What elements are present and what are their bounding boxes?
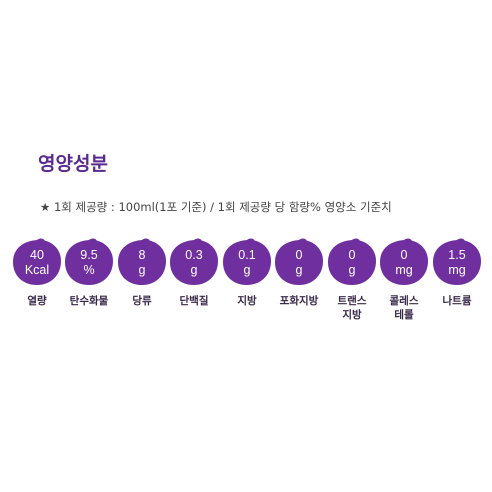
serving-note: ★ 1회 제공량 : 100ml(1포 기준) / 1회 제공량 당 함량% 영… — [40, 200, 392, 214]
nutrient-label-line2: 테롤 — [394, 309, 414, 321]
nutrient-label: 당류 — [132, 295, 152, 307]
grape-blob-icon — [328, 238, 376, 285]
nutrient-item-trans-fat: 0 g 트랜스 지방 — [326, 237, 378, 322]
nutrient-value: 0 — [295, 248, 303, 262]
nutrient-unit: Kcal — [24, 263, 50, 277]
nutrient-label-line2: 지방 — [342, 309, 362, 321]
nutrient-label: 탄수화물 — [69, 295, 109, 307]
grape-blob-icon — [118, 238, 166, 285]
nutrient-unit: g — [243, 263, 251, 277]
grape-blob-icon — [380, 238, 428, 285]
nutrient-item-sugars: 8 g 당류 — [116, 237, 168, 308]
nutrient-label: 콜레스 — [389, 295, 419, 307]
grape-blob-icon — [13, 238, 61, 285]
nutrient-unit: g — [295, 263, 303, 277]
nutrient-label: 지방 — [237, 295, 257, 307]
nutrient-unit: mg — [448, 263, 466, 277]
nutrient-item-saturated-fat: 0 g 포화지방 — [273, 237, 325, 308]
nutrient-unit: g — [138, 263, 146, 277]
nutrient-unit: % — [83, 263, 95, 277]
nutrient-label: 트랜스 — [337, 295, 367, 307]
grape-blob-icon — [433, 238, 481, 285]
nutrient-value: 0 — [348, 248, 356, 262]
nutrient-label: 단백질 — [179, 295, 209, 307]
grape-badge: 0 g — [273, 237, 325, 287]
grape-badge: 40 Kcal — [11, 237, 63, 287]
nutrient-label: 나트륨 — [442, 295, 472, 307]
nutrient-item-cholesterol: 0 mg 콜레스 테롤 — [378, 237, 430, 322]
grape-blob-icon — [223, 238, 271, 285]
grape-blob-icon — [65, 238, 113, 285]
nutrient-row: 40 Kcal 열량 9.5 % 탄수화물 8 g 당류 — [11, 237, 483, 327]
nutrient-value: 8 — [138, 248, 146, 262]
grape-badge: 8 g — [116, 237, 168, 287]
nutrient-value: 40 — [30, 248, 44, 262]
nutrient-item-sodium: 1.5 mg 나트륨 — [431, 237, 483, 308]
grape-badge: 9.5 % — [63, 237, 115, 287]
grape-badge: 1.5 mg — [431, 237, 483, 287]
nutrient-unit: mg — [395, 263, 413, 277]
grape-badge: 0 mg — [378, 237, 430, 287]
grape-badge: 0.1 g — [221, 237, 273, 287]
nutrient-value: 0 — [400, 248, 408, 262]
nutrient-label: 포화지방 — [279, 295, 319, 307]
grape-badge: 0.3 g — [168, 237, 220, 287]
nutrient-item-fat: 0.1 g 지방 — [221, 237, 273, 308]
grape-blob-icon — [275, 238, 323, 285]
nutrient-item-calories: 40 Kcal 열량 — [11, 237, 63, 308]
nutrient-value: 1.5 — [448, 248, 466, 262]
grape-badge: 0 g — [326, 237, 378, 287]
nutrient-value: 9.5 — [80, 248, 98, 262]
nutrient-item-protein: 0.3 g 단백질 — [168, 237, 220, 308]
nutrient-unit: g — [190, 263, 198, 277]
nutrient-unit: g — [348, 263, 356, 277]
nutrient-value: 0.3 — [185, 248, 203, 262]
nutrient-label: 열량 — [27, 295, 47, 307]
nutrient-item-carbohydrate: 9.5 % 탄수화물 — [63, 237, 115, 308]
section-title: 영양성분 — [38, 153, 108, 175]
nutrient-value: 0.1 — [238, 248, 256, 262]
grape-blob-icon — [170, 238, 218, 285]
